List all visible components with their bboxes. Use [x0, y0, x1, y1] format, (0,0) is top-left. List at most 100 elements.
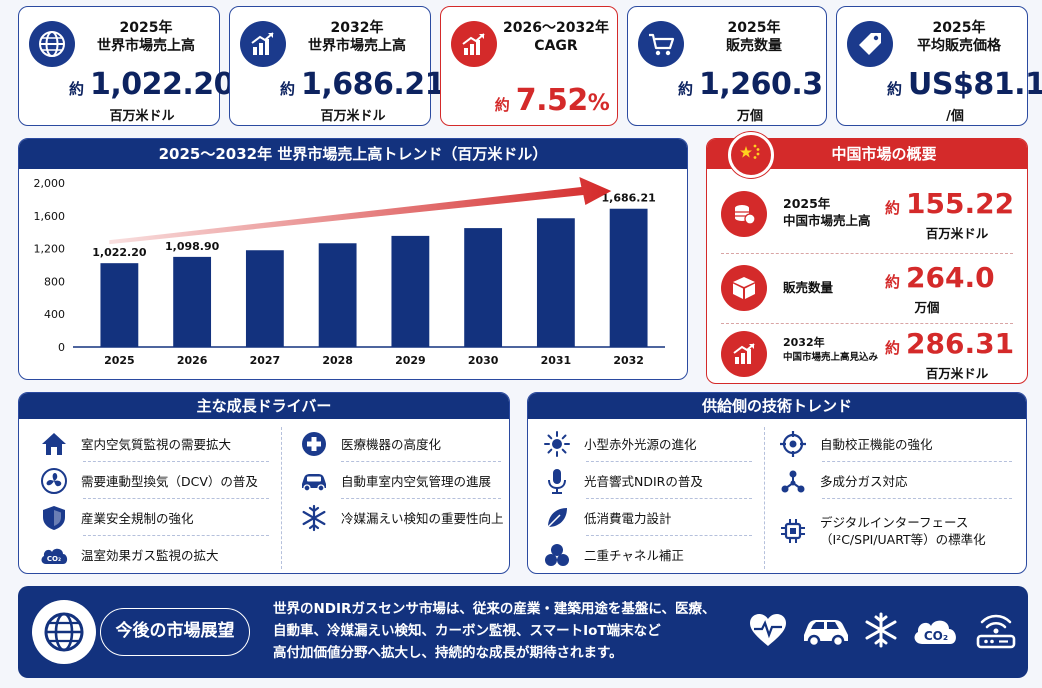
supply-tech-trends-panel: 供給側の技術トレンド 小型赤外光源の進化 光音響式NDIRの普及 低消費電力設計…: [527, 392, 1027, 574]
china-value: 286.31: [906, 327, 1015, 360]
bar-2026: [173, 256, 212, 347]
growth-chart-icon: [240, 21, 286, 67]
china-row-label-year: 2025年: [783, 196, 831, 211]
target-icon: [776, 429, 810, 459]
kpi-label-year: 2025年: [932, 20, 986, 36]
trend-item: 多成分ガス対応: [776, 464, 908, 498]
china-row-volume: 販売数量 約 264.0 万個: [707, 257, 1027, 321]
kpi-unit: %: [587, 91, 610, 116]
bar-2027: [245, 250, 284, 347]
outlook-line: 世界のNDIRガスセンサ市場は、従来の産業・建築用途を基盤に、医療、: [273, 601, 716, 617]
trend-text: 二重チャネル補正: [584, 547, 684, 563]
divider: [822, 461, 1012, 462]
heart-pulse-icon: [748, 612, 788, 652]
globe-icon: [32, 600, 96, 664]
iot-router-icon: [974, 610, 1018, 654]
bar-2032: [609, 208, 648, 347]
y-tick-label: 2,000: [34, 177, 66, 190]
kpi-card-2032-revenue: 2032年世界市場売上高 約 1,686.21 百万米ドル: [229, 6, 446, 126]
kpi-prefix: 約: [887, 80, 903, 98]
trend-item: 二重チャネル補正: [540, 538, 684, 572]
kpi-label-year: 2032年: [330, 20, 384, 36]
trend-item: 自動校正機能の強化: [776, 427, 933, 461]
driver-text: 温室効果ガス監視の拡大: [81, 547, 219, 563]
driver-text: 自動車室内空気管理の進展: [341, 473, 492, 489]
trend-text: 自動校正機能の強化: [820, 436, 933, 452]
bar-2029: [391, 235, 430, 347]
driver-item: 自動車室内空気管理の進展: [297, 464, 491, 498]
kpi-label-metric: 販売数量: [726, 38, 782, 54]
kpi-value: 1,260.3: [699, 67, 823, 102]
market-outlook-banner: 今後の市場展望 世界のNDIRガスセンサ市場は、従来の産業・建築用途を基盤に、医…: [18, 586, 1028, 678]
driver-text: 医療機器の高度化: [341, 436, 442, 452]
car-icon: [800, 613, 852, 651]
kpi-unit: 百万米ドル: [320, 109, 386, 124]
divider: [341, 461, 501, 462]
kpi-unit: 百万米ドル: [109, 109, 175, 124]
outlook-line: 自動車、冷媒漏えい検知、カーボン監視、スマートIoT端末など: [273, 623, 661, 639]
kpi-label-year: 2025年: [119, 20, 173, 36]
data-label: 1,022.20: [92, 246, 147, 259]
bar-2031: [536, 218, 575, 347]
revenue-trend-chart-panel: 2025～2032年 世界市場売上高トレンド（百万米ドル） 0 400 800 1,2…: [18, 138, 688, 380]
driver-item: CO₂ 温室効果ガス監視の拡大: [37, 538, 219, 572]
kpi-prefix: 約: [69, 80, 85, 98]
divider: [586, 461, 752, 462]
data-label: 1,098.90: [165, 240, 220, 253]
y-tick-label: 400: [44, 308, 65, 321]
china-value-prefix: 約: [885, 199, 901, 217]
coins-icon: [721, 191, 767, 237]
china-row-label-metric: 中国市場売上高見込み: [783, 352, 879, 363]
shield-icon: [37, 503, 71, 533]
driver-text: 冷媒漏えい検知の重要性向上: [341, 510, 504, 526]
kpi-card-2025-asp: 2025年 平均販売価格 約 US$81.1 /個: [836, 6, 1042, 126]
trend-item: 低消費電力設計: [540, 501, 672, 535]
snowflake-icon: [864, 612, 898, 652]
kpi-label-metric: CAGR: [534, 38, 578, 54]
china-value: 155.22: [906, 187, 1015, 220]
trend-text: 光音響式NDIRの普及: [584, 473, 703, 489]
chip-icon: [776, 516, 810, 546]
co2-cloud-icon: CO₂: [910, 613, 962, 651]
chart-title: 2025～2032年 世界市場売上高トレンド（百万米ドル）: [19, 139, 687, 169]
drivers-title: 主な成長ドライバー: [19, 393, 509, 419]
outlook-icons: CO₂: [748, 610, 1018, 654]
x-tick-label: 2031: [541, 354, 572, 367]
x-tick-label: 2032: [613, 354, 644, 367]
car-icon: [297, 466, 331, 496]
china-row-revenue: 2025年中国市場売上高 約 155.22 百万米ドル: [707, 183, 1027, 247]
trends-title: 供給側の技術トレンド: [528, 393, 1026, 419]
driver-item: 冷媒漏えい検知の重要性向上: [297, 501, 504, 535]
globe-icon: [29, 21, 75, 67]
divider: [721, 323, 1013, 324]
fan-icon: [37, 466, 71, 496]
kpi-prefix: 約: [678, 80, 694, 98]
svg-text:CO₂: CO₂: [924, 629, 948, 643]
china-value-unit: 百万米ドル: [925, 226, 989, 241]
divider: [83, 535, 269, 536]
china-row-label: 2032年 中国市場売上高見込み: [783, 335, 893, 365]
x-tick-label: 2026: [177, 354, 208, 367]
divider: [83, 461, 269, 462]
trend-text: デジタルインターフェース: [820, 515, 969, 530]
kpi-value: 1,686.21: [301, 67, 446, 102]
light-source-icon: [540, 429, 574, 459]
kpi-prefix: 約: [280, 80, 296, 98]
china-value-prefix: 約: [885, 339, 901, 357]
house-icon: [37, 429, 71, 459]
y-tick-label: 800: [44, 275, 65, 288]
kpi-unit: /個: [946, 109, 964, 124]
divider: [721, 253, 1013, 254]
driver-item: 医療機器の高度化: [297, 427, 441, 461]
china-row-label: 販売数量: [783, 280, 834, 295]
china-row-label-metric: 中国市場売上高: [783, 213, 871, 228]
svg-text:CO₂: CO₂: [47, 555, 61, 563]
kpi-label-period: 2026～2032年: [503, 20, 609, 36]
china-flag-icon: [728, 132, 774, 178]
co2-cloud-icon: CO₂: [37, 540, 71, 570]
outlook-title: 今後の市場展望: [100, 608, 250, 656]
leaf-icon: [540, 503, 574, 533]
trend-text: （I²C/SPI/UART等）の標準化: [820, 532, 986, 547]
kpi-label-metric: 世界市場売上高: [308, 38, 406, 54]
x-tick-label: 2029: [395, 354, 426, 367]
